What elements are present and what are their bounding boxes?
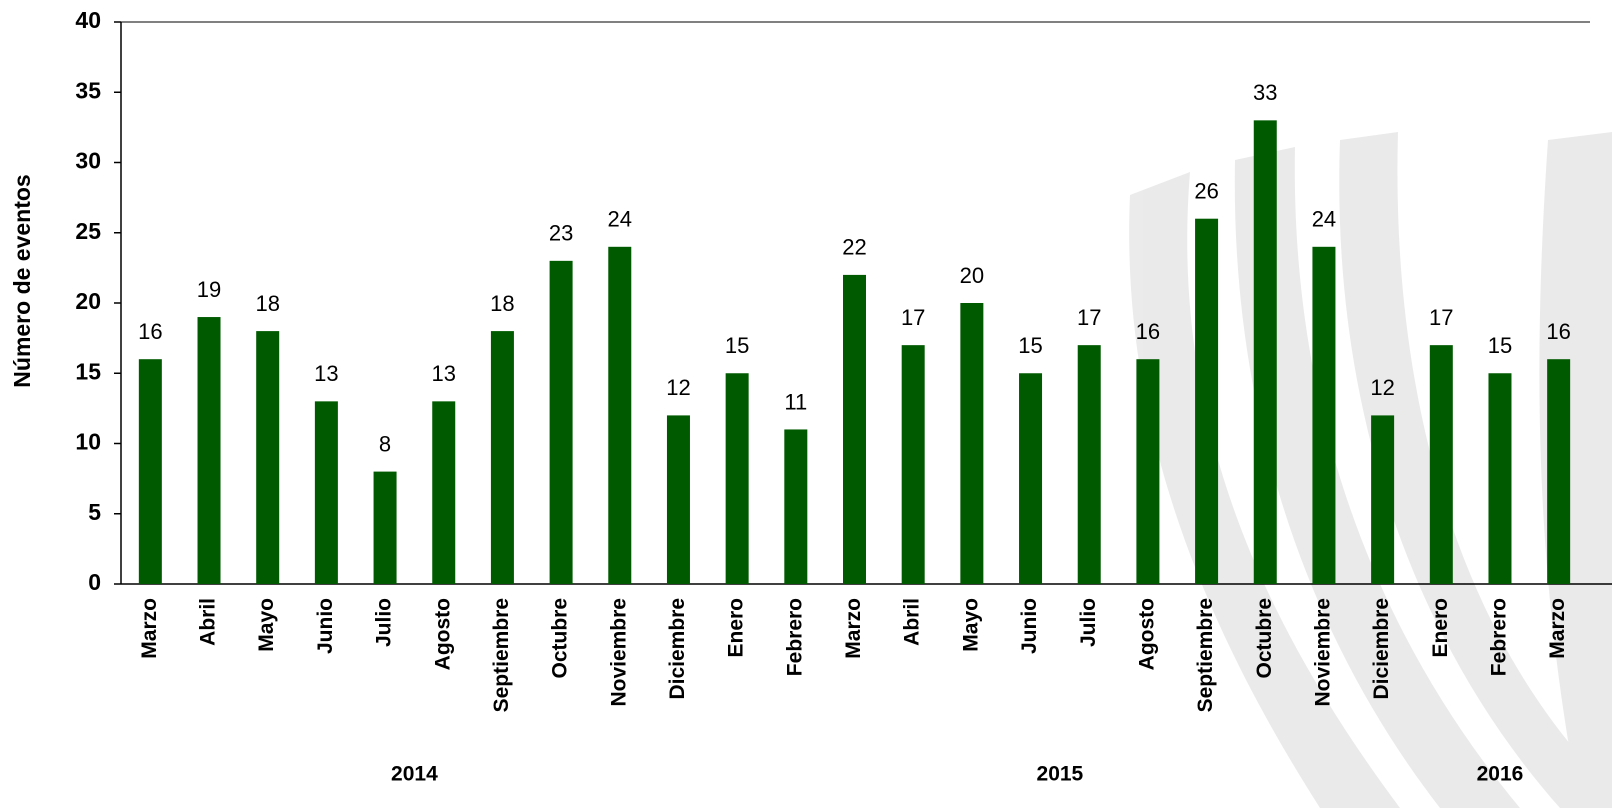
data-label: 17 <box>1077 305 1101 330</box>
x-tick-label: Noviembre <box>1311 598 1334 707</box>
x-tick-label: Enero <box>725 598 748 658</box>
x-tick-label: Marzo <box>842 598 865 659</box>
group-label: 2016 <box>1477 763 1524 786</box>
data-label: 18 <box>255 291 279 316</box>
x-tick-label: Septiembre <box>490 598 513 712</box>
bar <box>1488 373 1511 584</box>
y-tick-label: 20 <box>75 288 101 314</box>
bar <box>1312 247 1335 584</box>
bar <box>1254 120 1277 584</box>
x-tick-label: Julio <box>1077 598 1100 647</box>
x-tick-label: Mayo <box>959 598 982 652</box>
x-tick-label: Febrero <box>783 598 806 676</box>
x-tick-label: Marzo <box>1546 598 1569 659</box>
x-tick-label: Abril <box>197 598 220 646</box>
y-axis-label: Número de eventos <box>9 174 35 387</box>
data-label: 33 <box>1253 80 1277 105</box>
data-label: 22 <box>842 235 866 260</box>
data-label: 16 <box>138 319 162 344</box>
data-label: 13 <box>431 361 455 386</box>
bar <box>1136 359 1159 584</box>
bar <box>315 401 338 584</box>
bar <box>550 261 573 584</box>
x-tick-label: Abril <box>901 598 924 646</box>
data-label: 24 <box>1312 207 1336 232</box>
data-label: 8 <box>379 431 391 456</box>
x-tick-label: Diciembre <box>1370 598 1393 700</box>
x-tick-label: Julio <box>373 598 396 647</box>
x-tick-label: Enero <box>1429 598 1452 658</box>
bar <box>432 401 455 584</box>
x-tick-label: Septiembre <box>1194 598 1217 712</box>
data-label: 15 <box>1018 333 1042 358</box>
data-label: 12 <box>666 375 690 400</box>
bar <box>784 429 807 584</box>
bar <box>198 317 221 584</box>
y-tick-label: 40 <box>75 7 101 33</box>
bar <box>1078 345 1101 584</box>
y-tick-label: 25 <box>75 218 101 244</box>
bar <box>491 331 514 584</box>
data-label: 23 <box>549 221 573 246</box>
data-label: 15 <box>1488 333 1512 358</box>
bar <box>843 275 866 584</box>
page: {"chart_data": {"type": "bar", "ylabel":… <box>0 0 1612 808</box>
y-tick-label: 30 <box>75 148 101 174</box>
data-label: 11 <box>784 389 807 414</box>
bar <box>374 472 397 584</box>
x-tick-label: Agosto <box>431 598 454 670</box>
bar <box>902 345 925 584</box>
bar <box>1195 219 1218 584</box>
bar <box>667 415 690 584</box>
x-tick-label: Octubre <box>1253 598 1276 679</box>
bar <box>139 359 162 584</box>
x-tick-label: Marzo <box>138 598 161 659</box>
data-label: 12 <box>1370 375 1394 400</box>
data-label: 20 <box>960 263 984 288</box>
x-tick-label: Febrero <box>1488 598 1511 676</box>
bar <box>1547 359 1570 584</box>
bar <box>256 331 279 584</box>
data-label: 15 <box>725 333 749 358</box>
y-tick-label: 35 <box>75 77 101 103</box>
data-label: 24 <box>608 207 632 232</box>
data-label: 17 <box>901 305 925 330</box>
x-tick-label: Diciembre <box>666 598 689 700</box>
bar <box>960 303 983 584</box>
data-label: 18 <box>490 291 514 316</box>
data-label: 16 <box>1136 319 1160 344</box>
bar <box>1019 373 1042 584</box>
y-tick-label: 0 <box>88 569 101 595</box>
data-label: 26 <box>1194 179 1218 204</box>
bar <box>1430 345 1453 584</box>
x-tick-label: Junio <box>314 598 337 654</box>
data-label: 19 <box>197 277 221 302</box>
bar <box>608 247 631 584</box>
data-label: 16 <box>1546 319 1570 344</box>
x-tick-label: Agosto <box>1135 598 1158 670</box>
x-tick-label: Noviembre <box>607 598 630 707</box>
x-tick-label: Octubre <box>549 598 572 679</box>
x-tick-label: Junio <box>1018 598 1041 654</box>
bar <box>1371 415 1394 584</box>
y-tick-label: 5 <box>88 499 101 525</box>
bar <box>726 373 749 584</box>
y-tick-label: 10 <box>75 429 101 455</box>
group-label: 2015 <box>1037 763 1084 786</box>
data-label: 17 <box>1429 305 1453 330</box>
x-tick-label: Mayo <box>255 598 278 652</box>
y-tick-label: 15 <box>75 358 101 384</box>
chart: Número de eventos 0 5 10 15 20 25 30 35 40 Marzo 1… <box>0 0 1612 808</box>
group-label: 2014 <box>391 763 438 786</box>
data-label: 13 <box>314 361 338 386</box>
